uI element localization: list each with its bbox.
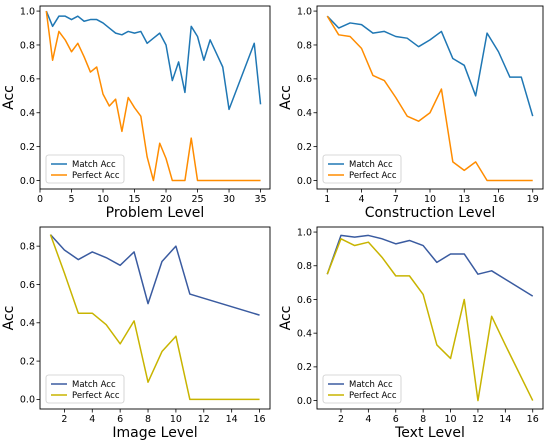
x-tick-label: 8	[145, 414, 151, 425]
y-tick-label: 0.4	[297, 328, 312, 339]
x-tick-label: 4	[365, 414, 371, 425]
y-tick-label: 0.8	[297, 40, 312, 51]
legend	[45, 374, 125, 404]
y-axis-title: Acc	[278, 85, 294, 110]
x-tick-label: 5	[68, 194, 74, 205]
chart-panel-1: 0 5 10 15 20 25 30 35 0.0 0.2 0.4 0.6 0.8 1.0 Problem …	[1, 5, 271, 221]
y-tick-label: 1.0	[20, 6, 35, 17]
y-tick-label: 0.8	[20, 241, 35, 252]
y-tick-label: 0.0	[20, 176, 35, 187]
y-tick-label: 0.0	[20, 395, 35, 406]
y-tick-label: 0.0	[297, 176, 312, 187]
chart-panel-4: 2 4 6 8 10 12 14 16 0.0 0.2 0.4 0.6 0.8 1.0 Text Level…	[278, 226, 544, 441]
plot-frame	[39, 5, 271, 190]
x-tick-label: 1	[324, 194, 330, 205]
x-tick-label: 10	[97, 194, 109, 205]
x-tick-label: 4	[89, 414, 95, 425]
y-tick-label: 0.6	[20, 280, 35, 291]
legend-label: Perfect Acc	[72, 171, 120, 181]
x-tick-label: 19	[527, 194, 539, 205]
legend	[45, 154, 125, 184]
series-line-match-acc	[49, 234, 260, 316]
legend	[322, 154, 402, 184]
legend-label: Perfect Acc	[72, 391, 120, 401]
x-axis-title: Problem Level	[106, 205, 205, 221]
y-axis-title: Acc	[1, 85, 17, 110]
x-tick-label: 12	[472, 414, 484, 425]
x-tick-label: 2	[61, 414, 67, 425]
legend-label: Match Acc	[349, 160, 393, 170]
x-tick-label: 12	[198, 414, 210, 425]
legend	[322, 374, 402, 404]
x-tick-label: 0	[37, 194, 43, 205]
x-tick-label: 15	[128, 194, 140, 205]
series-line-match-acc	[326, 15, 534, 117]
series-line-perfect-acc	[326, 15, 533, 182]
y-tick-label: 0.6	[297, 74, 312, 85]
x-tick-label: 14	[499, 414, 511, 425]
x-axis-title: Image Level	[112, 425, 197, 441]
x-tick-label: 16	[527, 414, 539, 425]
plot-frame	[39, 226, 271, 410]
x-tick-label: 10	[170, 414, 182, 425]
y-tick-label: 0.4	[20, 108, 35, 119]
y-tick-label: 0.4	[297, 108, 312, 119]
y-tick-label: 0.2	[20, 356, 35, 367]
series-line-perfect-acc	[45, 10, 261, 182]
y-tick-label: 0.8	[20, 40, 35, 51]
y-axis-title: Acc	[1, 306, 17, 331]
series-line-perfect-acc	[326, 238, 534, 402]
x-tick-label: 20	[160, 194, 172, 205]
y-tick-label: 0.6	[297, 295, 312, 306]
x-tick-label: 10	[444, 414, 456, 425]
x-tick-label: 16	[253, 414, 265, 425]
x-tick-label: 25	[191, 194, 203, 205]
y-tick-label: 0.6	[20, 74, 35, 85]
series-line-match-acc	[326, 234, 534, 297]
y-tick-label: 0.8	[297, 261, 312, 272]
y-tick-label: 0.2	[20, 142, 35, 153]
legend-label: Perfect Acc	[349, 171, 397, 181]
x-tick-label: 4	[358, 194, 364, 205]
y-tick-label: 1.0	[297, 6, 312, 17]
x-tick-label: 13	[458, 194, 470, 205]
y-tick-label: 0.2	[297, 362, 312, 373]
legend-label: Perfect Acc	[349, 391, 397, 401]
chart-panel-2: 1 4 7 10 13 16 19 0.0 0.2 0.4 0.6 0.8 1.0 Constructio…	[278, 5, 544, 221]
x-axis-title: Construction Level	[365, 205, 496, 221]
legend-label: Match Acc	[72, 160, 116, 170]
y-tick-label: 0.0	[297, 396, 312, 407]
x-tick-label: 6	[393, 414, 399, 425]
plot-frame	[316, 226, 544, 410]
x-tick-label: 35	[255, 194, 267, 205]
x-tick-label: 8	[420, 414, 426, 425]
x-tick-label: 2	[338, 414, 344, 425]
series-line-perfect-acc	[49, 234, 260, 401]
chart-panel-3: 2 4 6 8 10 12 14 16 0.0 0.2 0.4 0.6 0.8 Image Level Ac…	[1, 226, 271, 441]
legend-label: Match Acc	[72, 380, 116, 390]
x-axis-title: Text Level	[394, 425, 465, 441]
x-tick-label: 16	[492, 194, 504, 205]
y-tick-label: 0.2	[297, 142, 312, 153]
x-tick-label: 10	[424, 194, 436, 205]
legend-label: Match Acc	[349, 380, 393, 390]
x-tick-label: 6	[117, 414, 123, 425]
y-axis-title: Acc	[278, 306, 294, 331]
x-tick-label: 30	[223, 194, 235, 205]
y-tick-label: 0.4	[20, 318, 35, 329]
y-tick-label: 1.0	[297, 227, 312, 238]
x-tick-label: 14	[226, 414, 238, 425]
series-line-match-acc	[45, 10, 262, 111]
x-tick-label: 7	[393, 194, 399, 205]
